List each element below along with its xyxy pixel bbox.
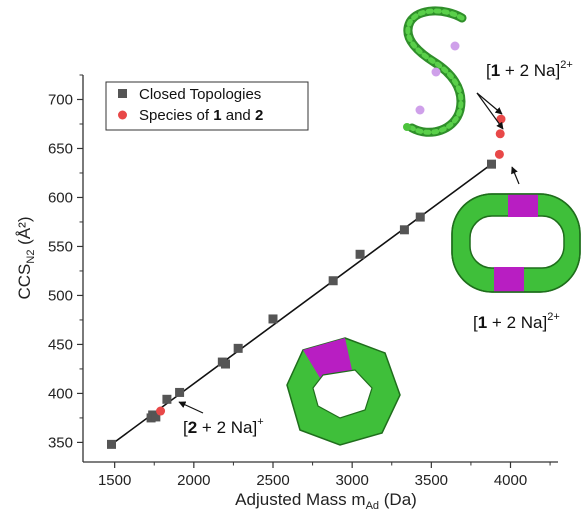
arrow-mid	[511, 166, 520, 185]
plot-axes: 1500 2000 2500 3000 3500 4000 350 400 450 500 550 6…	[48, 74, 558, 489]
large-ring-molecule	[451, 193, 581, 293]
y-tick-label: 650	[48, 140, 73, 157]
chain-bead	[431, 67, 441, 77]
x-tick-label: 3500	[415, 472, 448, 489]
species-point	[494, 149, 504, 159]
species-point	[156, 406, 166, 416]
species-point	[496, 114, 506, 124]
annotation-top: [1 + 2 Na]2+	[486, 59, 573, 80]
annotation-low: [2 + 2 Na]+	[183, 416, 264, 437]
x-tick-label: 1500	[98, 472, 131, 489]
legend-box	[105, 81, 309, 131]
closed-topology-point	[233, 343, 243, 353]
closed-topology-point	[399, 225, 409, 235]
legend-entry-species: Species of 1 and 2	[139, 107, 263, 124]
closed-topology-point	[151, 412, 161, 422]
chain-bead	[415, 105, 425, 115]
closed-topology-point	[221, 359, 230, 369]
legend-square-marker	[118, 89, 127, 98]
y-tick-label: 600	[48, 189, 73, 206]
data-points	[107, 114, 506, 449]
closed-topology-point	[175, 387, 185, 397]
arrow-low	[178, 401, 204, 414]
closed-topology-point	[268, 314, 278, 324]
x-axis-title: Adjusted Mass mAd (Da)	[235, 490, 417, 512]
arrow-top-2	[476, 92, 504, 130]
legend-entry-closed-topologies: Closed Topologies	[139, 86, 261, 103]
species-point	[495, 129, 505, 139]
closed-topology-point	[328, 276, 338, 286]
legend-circle-marker	[118, 110, 127, 120]
closed-topology-point	[487, 159, 496, 169]
y-tick-label: 700	[48, 91, 73, 108]
arrow-top-1	[476, 92, 503, 115]
y-axis-title: CCSN2 (Å²)	[15, 216, 37, 299]
chain-bead	[403, 123, 411, 131]
closed-topology-point	[107, 439, 116, 449]
y-tick-label: 450	[48, 336, 73, 353]
y-tick-label: 400	[48, 385, 73, 402]
y-tick-label: 550	[48, 238, 73, 255]
closed-topology-point	[162, 394, 172, 404]
x-tick-label: 2000	[177, 472, 210, 489]
x-tick-label: 2500	[256, 472, 289, 489]
trendline	[111, 163, 492, 446]
y-tick-label: 350	[48, 434, 73, 451]
closed-topology-point	[415, 212, 425, 222]
small-ring-molecule	[286, 337, 401, 446]
x-tick-label: 4000	[494, 472, 527, 489]
legend: Closed Topologies Species of 1 and 2	[105, 81, 309, 131]
chain-bead	[450, 41, 460, 51]
annotation-middle: [1 + 2 Na]2+	[473, 311, 560, 332]
x-tick-label: 3000	[335, 472, 368, 489]
y-tick-label: 500	[48, 287, 73, 304]
linear-chain-molecule	[403, 6, 467, 137]
closed-topology-point	[355, 249, 365, 259]
